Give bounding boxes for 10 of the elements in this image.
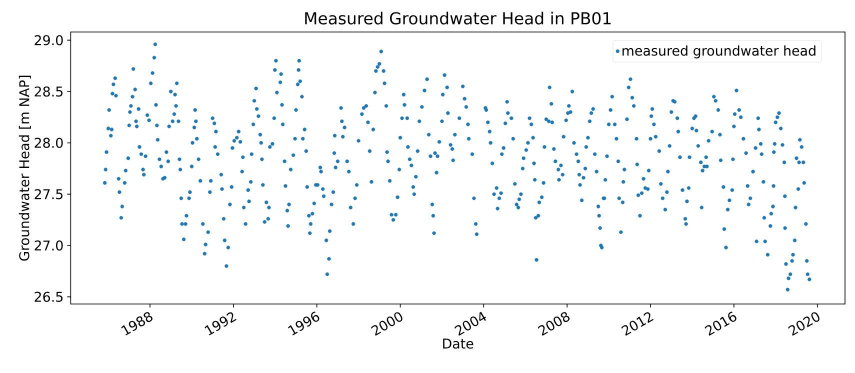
y-tick-label: 27.0 — [34, 240, 63, 251]
y-tick-label: 29.0 — [34, 35, 63, 46]
y-axis-title: Groundwater Head [m NAP] — [18, 76, 31, 261]
y-tick-label: 28.0 — [34, 138, 63, 148]
chart-title: Measured Groundwater Head in PB01 — [305, 12, 611, 24]
y-tick-label: 26.5 — [34, 292, 63, 302]
legend-label: measured groundwater head — [622, 45, 816, 58]
y-tick-label: 28.5 — [34, 86, 63, 97]
y-tick-label: 27.5 — [34, 189, 63, 200]
x-axis-title: Date — [443, 338, 474, 349]
